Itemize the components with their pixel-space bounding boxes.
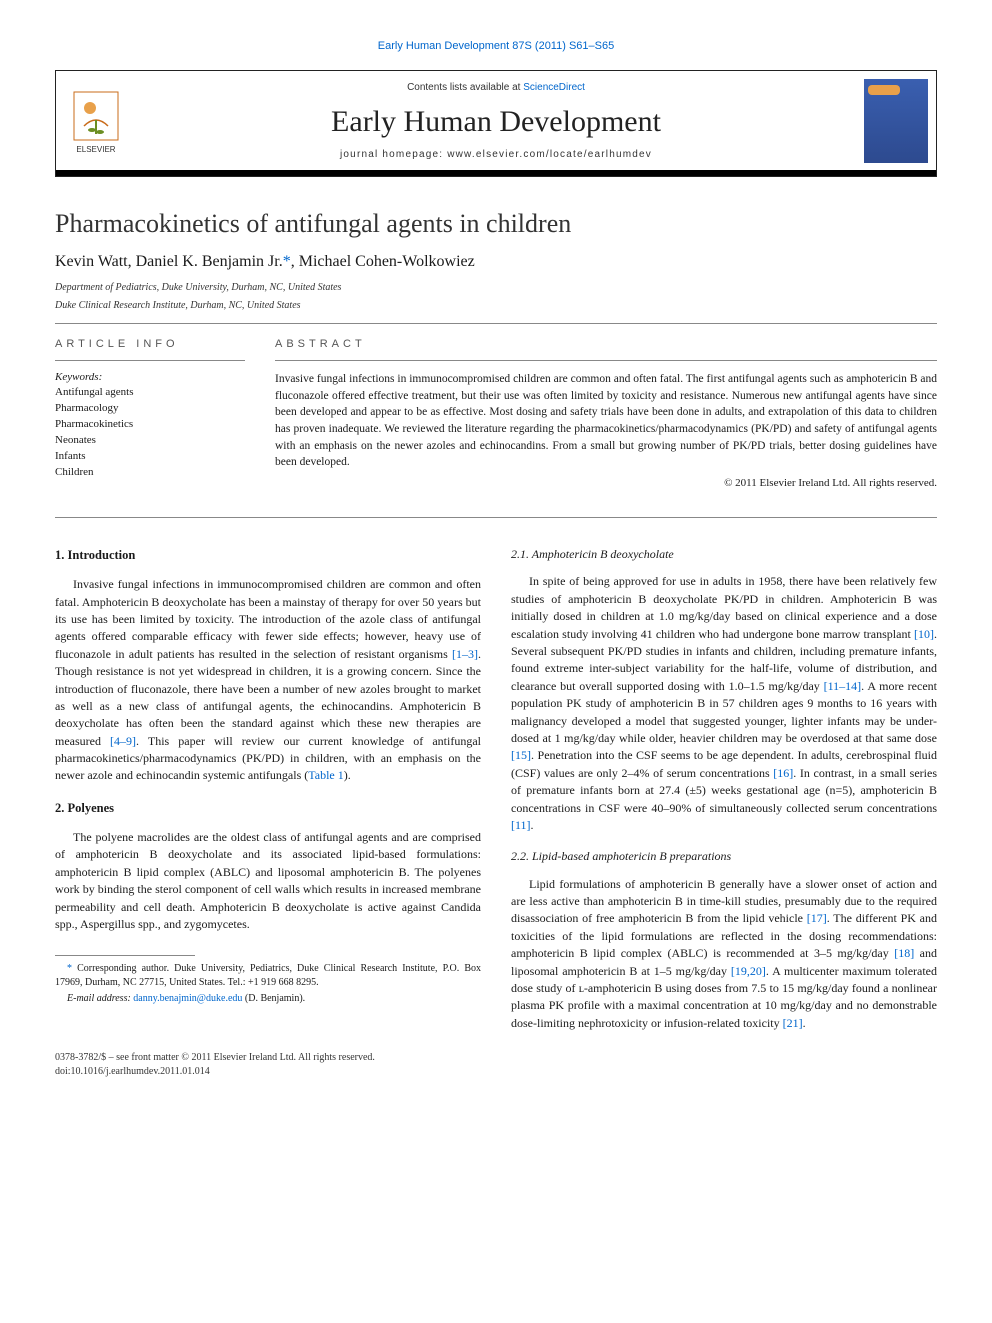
- keyword: Antifungal agents: [55, 385, 245, 401]
- citation-link[interactable]: [21]: [783, 1016, 803, 1030]
- keywords-list: Antifungal agents Pharmacology Pharmacok…: [55, 385, 245, 481]
- citation-link[interactable]: [17]: [807, 911, 827, 925]
- journal-ref-link[interactable]: Early Human Development 87S (2011) S61–S…: [55, 40, 937, 52]
- footnotes: * Corresponding author. Duke University,…: [55, 962, 481, 1006]
- elsevier-logo: ELSEVIER: [56, 71, 136, 171]
- svg-text:ELSEVIER: ELSEVIER: [76, 145, 115, 154]
- journal-cover-thumb: [856, 71, 936, 171]
- keyword: Pharmacokinetics: [55, 417, 245, 433]
- email-link[interactable]: danny.benajmin@duke.edu: [133, 993, 242, 1004]
- body-paragraph: In spite of being approved for use in ad…: [511, 573, 937, 834]
- doi-line: doi:10.1016/j.earlhumdev.2011.01.014: [55, 1065, 937, 1079]
- affiliation: Duke Clinical Research Institute, Durham…: [55, 299, 937, 313]
- sciencedirect-link[interactable]: ScienceDirect: [523, 82, 585, 93]
- table-link[interactable]: Table 1: [308, 768, 343, 782]
- journal-homepage: journal homepage: www.elsevier.com/locat…: [136, 149, 856, 160]
- citation-link[interactable]: [18]: [894, 946, 914, 960]
- contents-available: Contents lists available at ScienceDirec…: [136, 82, 856, 93]
- corresponding-star-icon: *: [67, 963, 77, 974]
- citation-link[interactable]: [4–9]: [110, 734, 136, 748]
- citation-link[interactable]: [16]: [773, 766, 793, 780]
- keyword: Children: [55, 465, 245, 481]
- body-paragraph: The polyene macrolides are the oldest cl…: [55, 829, 481, 933]
- citation-link[interactable]: [19,20]: [731, 964, 766, 978]
- issn-line: 0378-3782/$ – see front matter © 2011 El…: [55, 1051, 937, 1065]
- footer-meta: 0378-3782/$ – see front matter © 2011 El…: [55, 1051, 937, 1079]
- abstract-label: ABSTRACT: [275, 338, 937, 350]
- keyword: Infants: [55, 449, 245, 465]
- affiliation: Department of Pediatrics, Duke Universit…: [55, 281, 937, 295]
- keyword: Pharmacology: [55, 401, 245, 417]
- article-info-label: ARTICLE INFO: [55, 338, 245, 350]
- article-title: Pharmacokinetics of antifungal agents in…: [55, 209, 937, 239]
- citation-link[interactable]: [1–3]: [452, 647, 478, 661]
- citation-link[interactable]: [11–14]: [824, 679, 862, 693]
- abstract-text: Invasive fungal infections in immunocomp…: [275, 371, 937, 471]
- citation-link[interactable]: [11]: [511, 818, 531, 832]
- journal-name: Early Human Development: [136, 105, 856, 139]
- section-heading: 1. Introduction: [55, 546, 481, 564]
- copyright: © 2011 Elsevier Ireland Ltd. All rights …: [275, 477, 937, 489]
- subsection-heading: 2.2. Lipid-based amphotericin B preparat…: [511, 848, 937, 865]
- section-heading: 2. Polyenes: [55, 799, 481, 817]
- subsection-heading: 2.1. Amphotericin B deoxycholate: [511, 546, 937, 563]
- keyword: Neonates: [55, 433, 245, 449]
- citation-link[interactable]: [15]: [511, 748, 531, 762]
- divider: [55, 517, 937, 518]
- journal-header: ELSEVIER Contents lists available at Sci…: [55, 70, 937, 177]
- authors: Kevin Watt, Daniel K. Benjamin Jr.*, Mic…: [55, 253, 937, 271]
- citation-link[interactable]: [10]: [914, 627, 934, 641]
- divider: [55, 323, 937, 324]
- body-paragraph: Lipid formulations of amphotericin B gen…: [511, 876, 937, 1033]
- divider: [55, 360, 245, 361]
- body-paragraph: Invasive fungal infections in immunocomp…: [55, 576, 481, 785]
- corresponding-star-icon: *: [283, 253, 291, 270]
- keywords-label: Keywords:: [55, 371, 245, 383]
- divider: [275, 360, 937, 361]
- footnote-divider: [55, 955, 195, 956]
